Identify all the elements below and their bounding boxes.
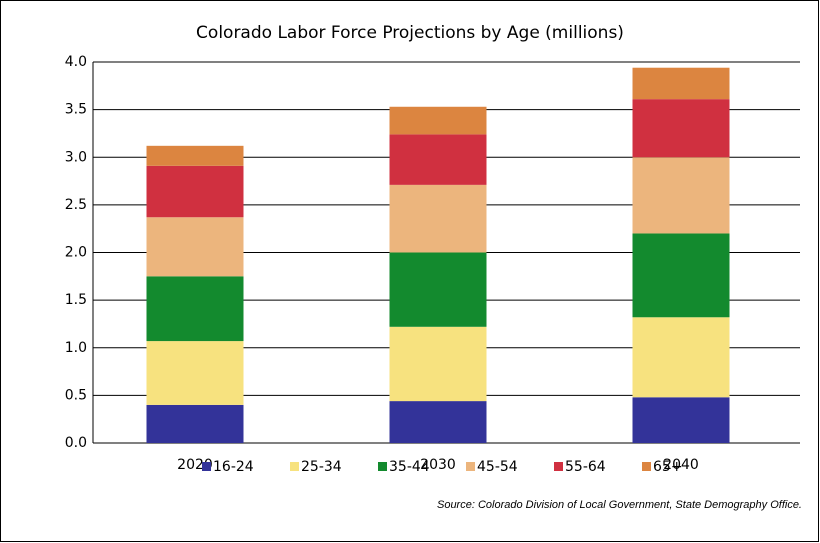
bar-segment: [146, 217, 244, 277]
bar-segment: [389, 134, 487, 185]
legend-label: 65+: [653, 459, 683, 475]
chart-title: Colorado Labor Force Projections by Age …: [196, 23, 624, 43]
legend-swatch: [378, 462, 387, 471]
legend-label: 55-64: [565, 459, 606, 475]
y-tick-label: 1.0: [65, 340, 87, 356]
legend-swatch: [202, 462, 211, 471]
bar-segment: [146, 165, 244, 218]
y-tick-label: 2.0: [65, 245, 87, 261]
y-tick-label: 2.5: [65, 197, 87, 213]
legend-swatch: [642, 462, 651, 471]
source: Source: Colorado Division of Local Gover…: [437, 499, 802, 511]
legend-label: 35-44: [389, 459, 430, 475]
legend-swatch: [466, 462, 475, 471]
x-tick-label: 2030: [420, 457, 456, 473]
y-tick-label: 4.0: [65, 54, 87, 70]
bar-segment: [389, 106, 487, 135]
bar-segment: [146, 341, 244, 405]
bar-segment: [146, 276, 244, 342]
x-tick-label: 2040: [663, 457, 699, 473]
bar-segment: [389, 326, 487, 402]
bar-segment: [146, 145, 244, 166]
bar-segment: [389, 252, 487, 327]
y-tick-label: 1.5: [65, 292, 87, 308]
y-tick-label: 0.0: [65, 435, 87, 451]
legend-swatch: [290, 462, 299, 471]
legend-label: 25-34: [301, 459, 342, 475]
bar-segment: [632, 317, 730, 398]
bar-segment: [632, 157, 730, 234]
y-tick-label: 0.5: [65, 387, 87, 403]
bar-segment: [389, 401, 487, 443]
bar-segment: [632, 397, 730, 443]
bar-segment: [632, 233, 730, 318]
y-tick-label: 3.0: [65, 149, 87, 165]
bar-segment: [632, 99, 730, 158]
legend-swatch: [554, 462, 563, 471]
y-tick-label: 3.5: [65, 102, 87, 118]
bar-segment: [389, 184, 487, 253]
bar-segment: [146, 404, 244, 443]
legend-label: 45-54: [477, 459, 518, 475]
legend-label: 16-24: [213, 459, 254, 475]
bar-segment: [632, 67, 730, 100]
